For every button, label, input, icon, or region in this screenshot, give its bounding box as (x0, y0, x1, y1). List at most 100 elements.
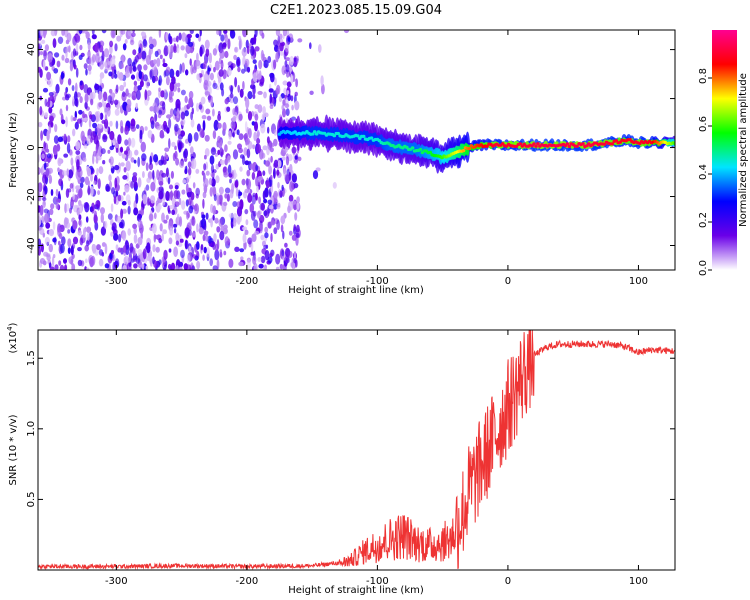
noise-blob (149, 43, 154, 50)
noise-blob (291, 146, 297, 154)
noise-blob (241, 68, 246, 74)
noise-blob (38, 246, 41, 256)
noise-blob (181, 200, 186, 210)
noise-blob (127, 199, 131, 206)
noise-blob (278, 96, 282, 103)
noise-blob (129, 39, 135, 46)
noise-blob (232, 108, 236, 116)
noise-blob (63, 153, 69, 158)
noise-blob (260, 255, 266, 264)
noise-blob (295, 78, 298, 88)
noise-blob (256, 210, 261, 219)
noise-blob (103, 220, 108, 229)
noise-blob (114, 43, 118, 52)
noise-blob (268, 205, 274, 210)
noise-blob (247, 237, 253, 245)
noise-blob (281, 156, 286, 161)
noise-blob (54, 264, 59, 270)
noise-blob (246, 178, 252, 190)
noise-blob (68, 169, 74, 179)
noise-blob (295, 259, 298, 268)
noise-blob (176, 44, 180, 54)
noise-blob (214, 249, 220, 261)
noise-blob (167, 209, 171, 214)
noise-blob (297, 156, 302, 162)
noise-blob (127, 256, 131, 263)
noise-blob (212, 108, 215, 117)
noise-blob (265, 244, 269, 249)
noise-blob (218, 218, 223, 227)
noise-blob (190, 64, 194, 75)
noise-blob (209, 258, 213, 267)
noise-blob (238, 133, 244, 141)
noise-blob (113, 195, 117, 205)
noise-blob (145, 245, 151, 251)
noise-blob (256, 143, 261, 154)
noise-blob (68, 256, 74, 265)
noise-blob (256, 185, 260, 193)
noise-blob (293, 251, 297, 261)
noise-blob (277, 202, 281, 208)
noise-blob (238, 261, 244, 267)
noise-blob (239, 248, 245, 253)
noise-blob (146, 177, 151, 184)
noise-blob (169, 227, 174, 236)
noise-blob (127, 205, 131, 215)
trace-core (575, 144, 579, 148)
noise-blob (66, 142, 71, 154)
noise-blob (82, 227, 86, 239)
noise-blob (207, 235, 212, 244)
noise-blob (113, 99, 119, 106)
noise-blob (143, 38, 147, 47)
noise-blob (228, 258, 234, 268)
noise-blob (88, 56, 92, 65)
noise-blob (65, 104, 69, 112)
noise-blob (245, 97, 250, 109)
noise-blob (242, 233, 247, 244)
noise-blob (267, 56, 272, 63)
noise-blob (84, 244, 89, 252)
noise-blob (284, 103, 290, 109)
noise-blob (201, 115, 207, 120)
noise-blob (234, 246, 240, 252)
noise-blob (218, 186, 224, 195)
noise-blob (132, 175, 137, 183)
noise-blob (135, 55, 139, 63)
noise-blob (54, 123, 58, 133)
noise-blob (288, 194, 294, 203)
noise-blob (141, 153, 147, 162)
noise-blob (321, 83, 325, 95)
noise-blob (100, 226, 106, 236)
noise-blob (124, 184, 130, 193)
x-tick-label: -100 (366, 576, 389, 587)
y-tick-label: 0.5 (26, 491, 37, 507)
noise-blob (49, 266, 55, 270)
noise-blob (264, 232, 269, 239)
noise-blob (91, 30, 95, 36)
noise-blob (246, 258, 251, 270)
noise-blob (85, 258, 88, 264)
noise-blob (85, 239, 90, 247)
noise-blob (120, 208, 124, 219)
noise-blob (131, 32, 136, 38)
noise-blob (246, 66, 251, 73)
noise-blob (38, 216, 42, 227)
noise-blob (63, 30, 69, 38)
noise-blob (48, 243, 53, 253)
noise-blob (110, 250, 114, 255)
noise-blob (244, 209, 249, 215)
noise-blob (156, 126, 161, 131)
snr-y-ticks: 0.5 1.0 1.5 (26, 350, 675, 507)
noise-blob (117, 247, 122, 253)
noise-blob (149, 70, 153, 80)
noise-blob (228, 173, 233, 178)
x-tick-label: -300 (105, 276, 128, 287)
noise-blob (251, 172, 256, 180)
noise-blob (172, 152, 176, 162)
noise-blob (49, 115, 54, 122)
noise-blob (124, 150, 128, 155)
noise-blob (97, 190, 101, 196)
noise-blob (243, 191, 248, 199)
noise-blob (246, 45, 250, 55)
noise-blob (57, 167, 60, 173)
